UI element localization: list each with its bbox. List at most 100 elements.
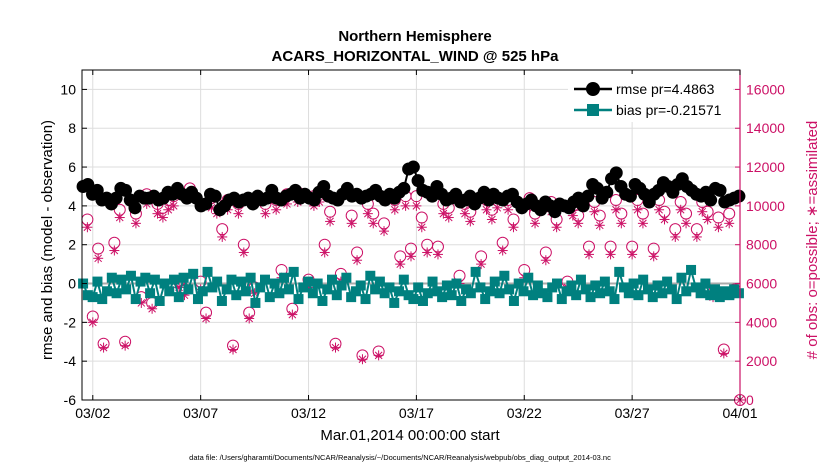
bias-point xyxy=(642,284,653,295)
x-tick-label: 03/02 xyxy=(75,405,110,421)
asterisk-stroke xyxy=(396,260,405,268)
bias-point xyxy=(97,294,108,305)
obs-assimilated-point xyxy=(352,255,363,266)
obs-assimilated-point xyxy=(465,216,476,227)
bias-point xyxy=(480,294,491,305)
bias-point xyxy=(264,292,275,303)
rmse-point xyxy=(411,174,425,188)
y-left-tick-label: 10 xyxy=(60,81,76,97)
bias-point xyxy=(580,284,591,295)
y-right-tick-label: 14000 xyxy=(746,120,785,136)
obs-assimilated-point xyxy=(411,200,422,211)
y-right-tick-label: 12000 xyxy=(746,159,785,175)
obs-assimilated-point xyxy=(244,313,255,324)
legend-marker-bias xyxy=(587,104,599,116)
rmse-point xyxy=(576,199,590,213)
y-right-tick-label: 10000 xyxy=(746,198,785,214)
bias-point xyxy=(508,296,519,306)
bias-point xyxy=(159,278,170,289)
asterisk-stroke xyxy=(261,209,270,218)
bias-point xyxy=(379,288,390,299)
bias-point xyxy=(523,272,534,283)
bias-point xyxy=(322,284,333,295)
asterisk-stroke xyxy=(504,205,512,214)
obs-assimilated-point xyxy=(357,354,368,365)
asterisk-stroke xyxy=(353,256,361,265)
bias-point xyxy=(590,280,601,291)
obs-assimilated-point xyxy=(114,212,125,223)
obs-assimilated-point xyxy=(217,231,228,242)
bias-point xyxy=(111,288,122,299)
bias-point xyxy=(188,268,199,279)
asterisk-stroke xyxy=(115,213,124,222)
bias-point xyxy=(169,274,180,285)
bias-point xyxy=(657,288,668,299)
bias-point xyxy=(484,286,495,297)
bias-point xyxy=(164,286,175,297)
obs-assimilated-point xyxy=(147,303,158,314)
obs-assimilated-point xyxy=(233,208,244,219)
bias-point xyxy=(681,286,692,297)
bias-point xyxy=(192,294,203,305)
asterisk-stroke xyxy=(649,252,658,261)
obs-assimilated-point xyxy=(497,245,508,256)
rmse-point xyxy=(704,193,718,207)
legend-entry: rmse pr=4.4863 xyxy=(616,81,715,97)
x-tick-label: 03/17 xyxy=(399,405,434,421)
asterisk-stroke xyxy=(633,205,642,214)
y-axis-left-label: rmse and bias (model - observation) xyxy=(39,120,56,360)
obs-assimilated-point xyxy=(648,251,659,262)
bias-point xyxy=(571,290,582,301)
x-tick-label: 03/22 xyxy=(507,405,542,421)
bias-point xyxy=(245,272,256,283)
bias-point xyxy=(676,272,687,283)
bias-point xyxy=(561,286,572,297)
asterisk-stroke xyxy=(655,205,663,214)
obs-assimilated-point xyxy=(389,204,400,215)
bias-point xyxy=(394,286,405,297)
asterisk-stroke xyxy=(639,219,647,228)
asterisk-stroke xyxy=(541,256,550,265)
obs-assimilated-point xyxy=(130,218,141,229)
bias-point xyxy=(231,290,242,301)
bias-point xyxy=(317,296,328,306)
bias-point xyxy=(456,296,467,306)
y-right-tick-label: 16000 xyxy=(746,81,785,97)
bias-point xyxy=(312,278,323,289)
asterisk-stroke xyxy=(612,205,620,214)
bias-point xyxy=(695,288,706,299)
bias-point xyxy=(652,280,663,291)
obs-assimilated-point xyxy=(395,259,406,270)
obs-assimilated-point xyxy=(610,204,621,215)
bias-point xyxy=(207,282,218,293)
bias-point xyxy=(575,274,586,285)
asterisk-stroke xyxy=(719,349,728,358)
bias-point xyxy=(374,276,385,287)
asterisk-stroke xyxy=(99,343,108,352)
obs-assimilated-point xyxy=(260,208,271,219)
bias-point xyxy=(221,284,232,295)
asterisk-stroke xyxy=(88,318,97,327)
obs-assimilated-point xyxy=(503,204,514,215)
bias-point xyxy=(465,288,476,299)
asterisk-stroke xyxy=(698,207,707,216)
bias-point xyxy=(212,276,223,287)
bias-point xyxy=(398,274,409,285)
x-tick-label: 03/07 xyxy=(183,405,218,421)
obs-assimilated-point xyxy=(508,222,519,233)
asterisk-stroke xyxy=(692,233,701,241)
asterisk-stroke xyxy=(369,219,378,228)
obs-assimilated-point xyxy=(201,313,212,324)
asterisk-stroke xyxy=(94,254,103,263)
bias-point xyxy=(365,270,376,281)
bias-point xyxy=(240,286,251,297)
bias-point xyxy=(298,282,309,293)
y-right-tick-label: 8000 xyxy=(746,237,777,253)
asterisk-stroke xyxy=(245,314,254,323)
asterisk-stroke xyxy=(234,209,243,218)
asterisk-stroke xyxy=(682,219,690,228)
bias-point xyxy=(331,290,342,301)
bias-point xyxy=(513,278,524,289)
obs-assimilated-point xyxy=(605,249,616,260)
rmse-point xyxy=(581,189,595,203)
